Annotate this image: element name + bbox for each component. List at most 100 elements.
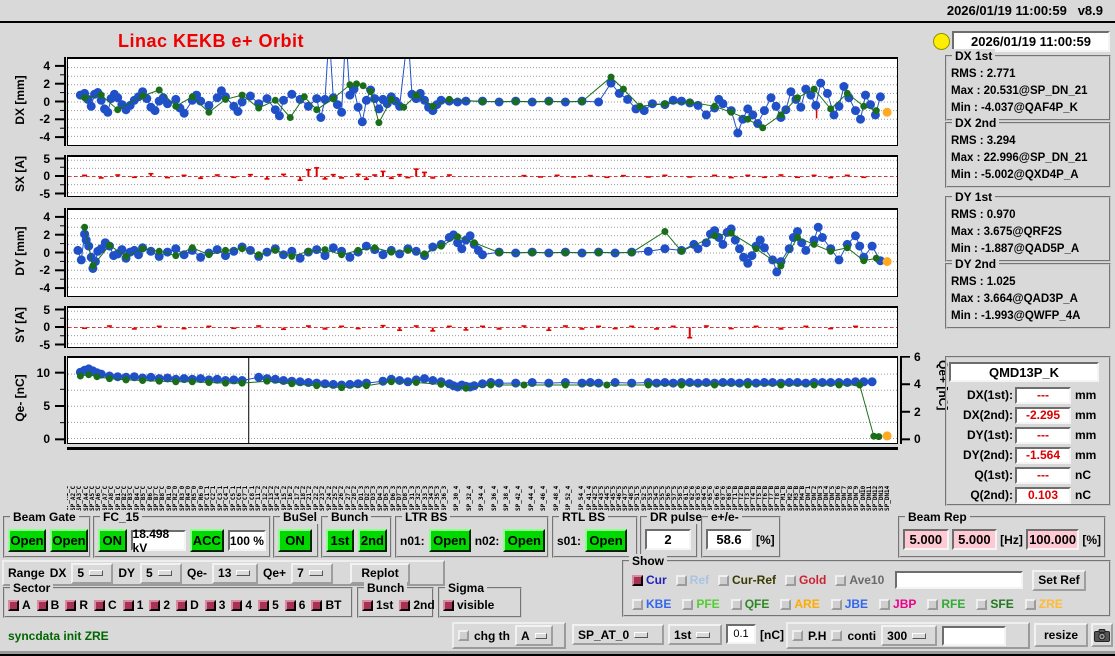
checkbox[interactable] (399, 599, 411, 611)
rtl-s01-open-button[interactable]: Open (585, 529, 628, 552)
stat-min: Min : -1.993@QWFP_4A (951, 310, 1081, 322)
range-dy-dropdown[interactable]: 5 (140, 562, 183, 584)
checkbox[interactable] (258, 599, 270, 611)
show-check-are[interactable]: ARE (780, 597, 820, 611)
stat-rms: RMS : 2.771 (951, 68, 1016, 80)
sector-check-c[interactable]: C (94, 598, 117, 612)
show-check-curref[interactable]: Cur-Ref (718, 573, 776, 587)
beam-gate-open-button-2[interactable]: Open (50, 529, 88, 552)
show-check-sfe[interactable]: SFE (976, 597, 1014, 611)
bunch-2nd-button[interactable]: 2nd (357, 529, 387, 552)
checkbox[interactable] (36, 599, 48, 611)
checkbox-label: Gold (799, 573, 827, 587)
sector-check-6[interactable]: 6 (284, 598, 305, 612)
qmd-row-label: DX(2nd): (963, 408, 1013, 422)
chg-th-checkbox[interactable] (458, 630, 469, 641)
ltr-n02-open-button[interactable]: Open (503, 529, 546, 552)
sector-check-a[interactable]: A (8, 598, 31, 612)
checkbox[interactable] (65, 599, 77, 611)
checkbox[interactable] (284, 599, 296, 611)
monitor-select-dropdown[interactable]: SP_AT_0 (572, 624, 664, 645)
qmd-row: DY(1st): --- mm (949, 425, 1107, 445)
show-check-pfe[interactable]: PFE (682, 597, 720, 611)
checkbox[interactable] (231, 599, 243, 611)
sector-check-3[interactable]: 3 (204, 598, 225, 612)
bunch-1st-button[interactable]: 1st (326, 529, 354, 552)
checkbox[interactable] (632, 574, 643, 586)
show-check-ref[interactable]: Ref (675, 573, 709, 587)
sector-check-r[interactable]: R (65, 598, 88, 612)
fc15-on-button[interactable]: ON (98, 529, 127, 552)
range-qeminus-dropdown[interactable]: 13 (212, 562, 259, 584)
checkbox[interactable] (1024, 598, 1036, 610)
bunch-check-1st[interactable]: 1st (362, 598, 393, 612)
checkbox[interactable] (835, 574, 847, 586)
dr-pulse-value-box[interactable]: 2 (645, 529, 691, 550)
show-check-zre[interactable]: ZRE (1024, 597, 1063, 611)
sector-check-b[interactable]: B (36, 598, 59, 612)
stat-min: Min : -5.002@QXD4P_A (951, 169, 1079, 181)
show-check-jbe[interactable]: JBE (830, 597, 868, 611)
checkbox[interactable] (718, 574, 730, 586)
checkbox[interactable] (311, 599, 323, 611)
sector-check-d[interactable]: D (176, 598, 199, 612)
checkbox[interactable] (8, 599, 19, 611)
resize-button[interactable]: resize (1034, 623, 1088, 647)
checkbox[interactable] (675, 574, 687, 586)
checkbox[interactable] (785, 574, 797, 586)
sector-check-4[interactable]: 4 (231, 598, 252, 612)
conti-checkbox[interactable] (831, 630, 843, 641)
qmd-device-name-box[interactable]: QMD13P_K (949, 362, 1099, 382)
ltr-n01-open-button[interactable]: Open (428, 529, 471, 552)
bunch-check-2nd[interactable]: 2nd (399, 598, 435, 612)
set-ref-button[interactable]: Set Ref (1032, 569, 1086, 591)
dx-plot (67, 28, 898, 146)
show-check-cur[interactable]: Cur (632, 573, 667, 587)
checkbox[interactable] (204, 599, 216, 611)
beam-gate-open-button-1[interactable]: Open (8, 529, 46, 552)
checkbox[interactable] (443, 599, 454, 611)
dy-axis-label: DY [mm] (13, 225, 27, 276)
show-check-kbe[interactable]: KBE (632, 597, 671, 611)
checkbox[interactable] (730, 598, 742, 610)
sector-check-bt[interactable]: BT (311, 598, 341, 612)
sigma-check-visible[interactable]: visible (443, 598, 494, 612)
stat-group-title: DX 1st (952, 49, 996, 63)
checkbox[interactable] (362, 599, 373, 611)
ref-name-input[interactable] (895, 571, 1024, 589)
checkbox-label: D (190, 598, 199, 612)
checkbox[interactable] (122, 599, 134, 611)
sector-check-1[interactable]: 1 (122, 598, 144, 612)
checkbox[interactable] (830, 598, 842, 610)
checkbox[interactable] (176, 599, 188, 611)
checkbox[interactable] (976, 598, 988, 610)
show-check-ave10[interactable]: Ave10 (835, 573, 884, 587)
count-dropdown[interactable]: 300 (881, 625, 938, 646)
checkbox[interactable] (682, 598, 694, 610)
threshold-input[interactable]: 0.1 (726, 624, 756, 644)
sector-select-dropdown[interactable]: A (515, 625, 553, 646)
show-check-jbp[interactable]: JBP (879, 597, 916, 611)
range-dx-dropdown[interactable]: 5 (71, 562, 114, 584)
range-qeplus-dropdown[interactable]: 7 (291, 562, 334, 584)
checkbox[interactable] (632, 598, 643, 610)
checkbox[interactable] (780, 598, 792, 610)
busel-on-button[interactable]: ON (278, 529, 312, 552)
fc15-acc-button[interactable]: ACC (189, 529, 224, 552)
e-ratio-title: e+/e- (708, 510, 742, 524)
count-input[interactable] (942, 625, 1007, 646)
sector-check-2[interactable]: 2 (149, 598, 170, 612)
screenshot-button[interactable] (1091, 623, 1113, 647)
show-check-rfe[interactable]: RFE (927, 597, 965, 611)
bunch-select-dropdown[interactable]: 1st (668, 624, 722, 645)
bunch-check-title: Bunch (364, 581, 408, 595)
show-check-gold[interactable]: Gold (785, 573, 826, 587)
ph-checkbox[interactable] (792, 630, 803, 641)
show-check-qfe[interactable]: QFE (730, 597, 769, 611)
checkbox-label: 1 (136, 598, 144, 612)
checkbox[interactable] (879, 598, 891, 610)
checkbox[interactable] (94, 599, 106, 611)
sector-check-5[interactable]: 5 (258, 598, 279, 612)
checkbox[interactable] (927, 598, 939, 610)
checkbox[interactable] (149, 599, 161, 611)
